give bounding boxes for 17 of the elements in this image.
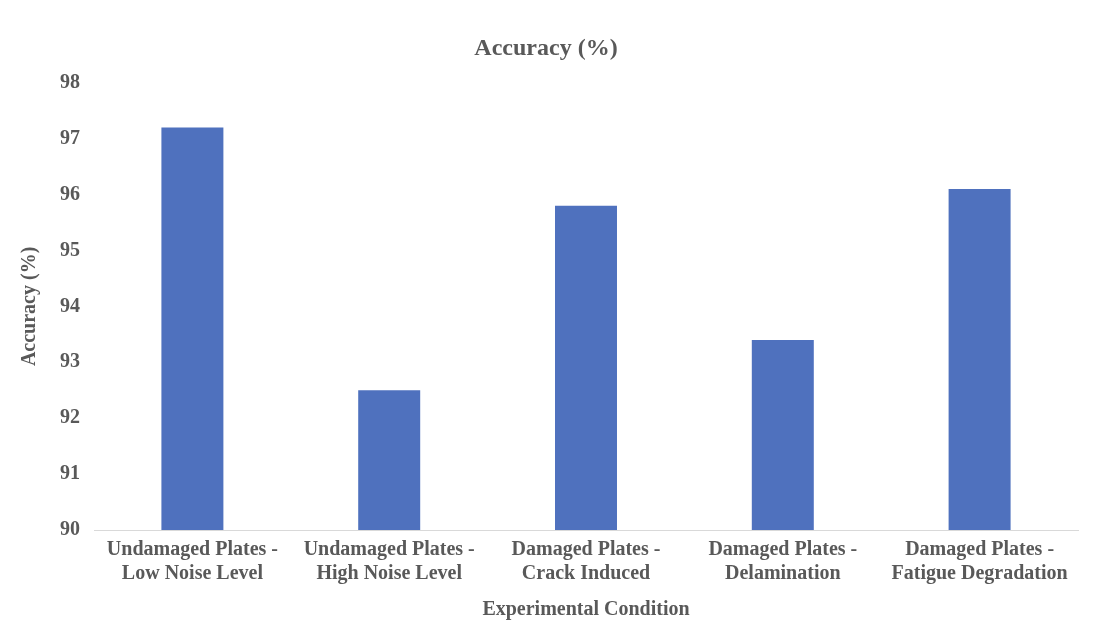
x-tick-label: Damaged Plates - Crack Induced xyxy=(511,537,661,584)
y-tick-label: 98 xyxy=(60,69,80,92)
y-tick-label: 90 xyxy=(60,517,80,540)
y-tick-label: 95 xyxy=(60,237,80,260)
y-tick-label: 93 xyxy=(60,349,80,372)
x-axis-title: Experimental Condition xyxy=(482,597,690,621)
y-tick-label: 97 xyxy=(60,125,80,148)
chart-title: Accuracy (%) xyxy=(474,33,618,60)
x-tick-label: Undamaged Plates - Low Noise Level xyxy=(106,537,278,584)
y-tick-label: 94 xyxy=(60,293,80,316)
y-tick-label: 91 xyxy=(60,461,80,484)
x-tick-label: Damaged Plates - Delamination xyxy=(708,537,858,584)
y-tick-label: 92 xyxy=(60,405,80,428)
y-axis-title: Accuracy (%) xyxy=(17,246,41,367)
x-tick-label: Damaged Plates - Fatigue Degradation xyxy=(891,537,1068,585)
x-tick-label: Undamaged Plates - High Noise Level xyxy=(303,537,475,585)
y-tick-label: 96 xyxy=(60,181,80,204)
